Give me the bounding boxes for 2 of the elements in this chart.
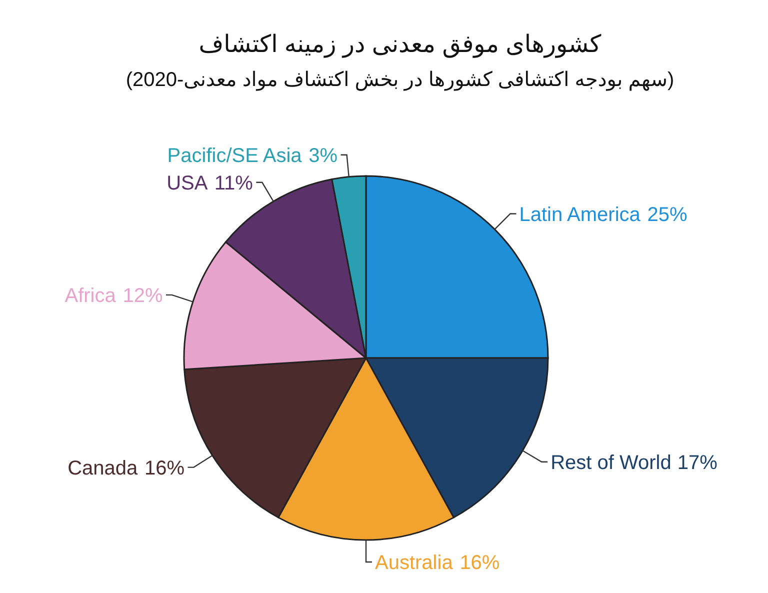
subtitle: (سهم بودجه اکتشافی کشورها در بخش اکتشاف مواد معدنی-2020) [126, 69, 674, 91]
title: کشورهای موفق معدنی در زمینه اکتشاف [198, 31, 602, 58]
